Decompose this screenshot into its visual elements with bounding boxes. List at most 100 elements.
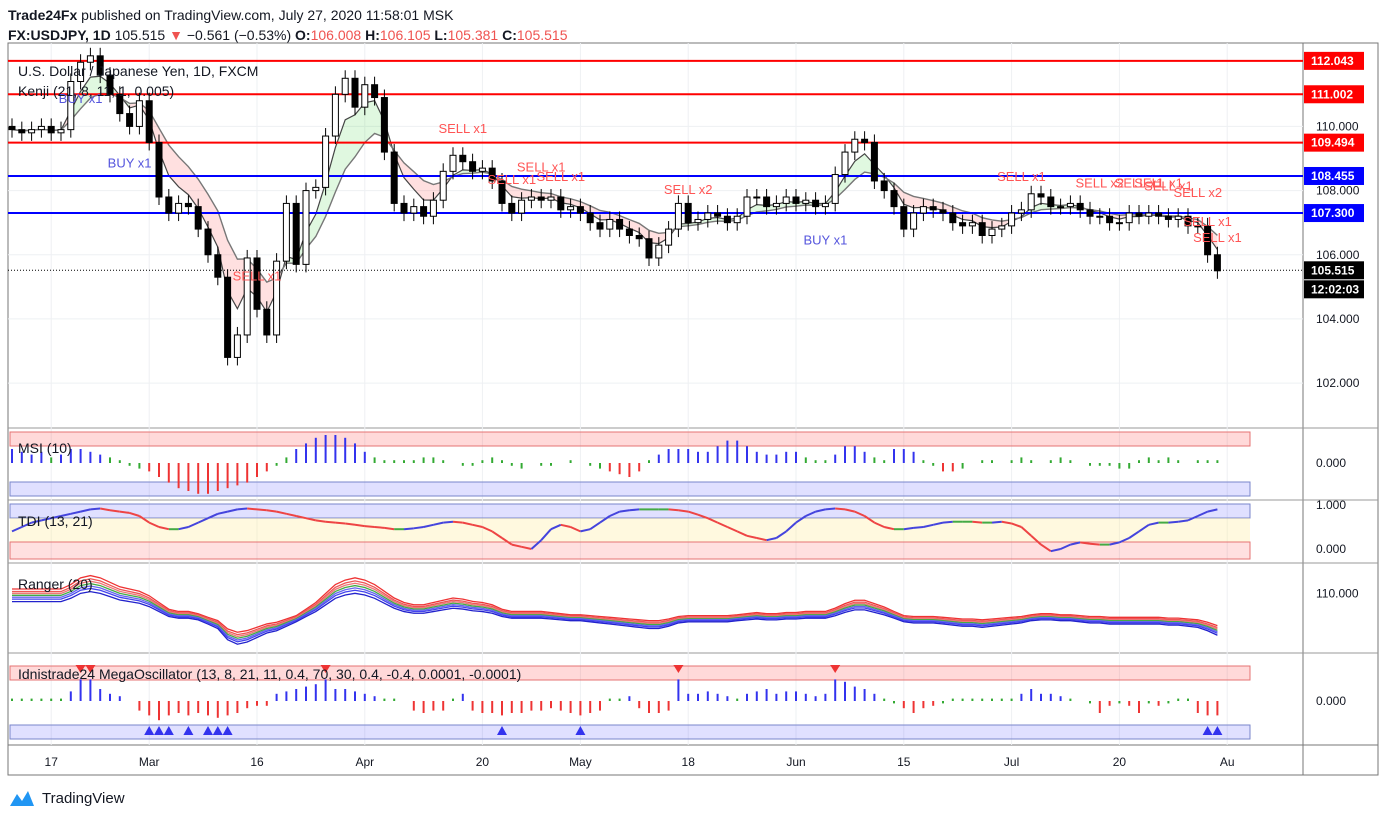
price-tick-label: 104.000: [1316, 312, 1360, 326]
tdi-line-segment: [1020, 526, 1032, 537]
level-price-tag: [1304, 204, 1364, 223]
msi-tick-label: 0.000: [1316, 456, 1346, 470]
publisher-name[interactable]: Trade24Fx: [8, 7, 78, 23]
footer-brand[interactable]: TradingView: [42, 789, 125, 807]
published-text: published on TradingView.com, July 27, 2…: [81, 7, 454, 23]
sell-signal-label: SELL x2: [1173, 185, 1222, 200]
candle-body: [459, 154, 467, 163]
candle-body: [910, 212, 918, 230]
ranger-band-line: [12, 585, 1218, 641]
candle-body: [655, 244, 663, 259]
tdi-line-segment: [736, 530, 748, 537]
footer: TradingView: [8, 786, 125, 810]
tdi-line-segment: [1118, 537, 1130, 544]
candle-body: [214, 254, 222, 278]
tdi-line-segment: [1089, 542, 1100, 546]
kenji-band-fill: [511, 186, 522, 199]
candle-body: [959, 222, 967, 227]
msi-upper-zone: [9, 431, 1251, 447]
tdi-line-segment: [158, 526, 170, 531]
tdi-line-segment: [1138, 523, 1150, 533]
tdi-line-segment: [462, 521, 473, 526]
tdi-line-segment: [11, 526, 23, 533]
candle-body: [67, 81, 75, 131]
sell-signal-label: SELL x1: [997, 169, 1046, 184]
tdi-line-segment: [1040, 543, 1052, 553]
candle-body: [939, 209, 947, 214]
mega-lower-zone: [9, 724, 1251, 740]
tdi-line-segment: [785, 521, 797, 533]
tradingview-logo-icon: [10, 791, 34, 806]
tdi-line-segment: [60, 512, 72, 517]
candle-body: [135, 100, 143, 127]
mega-buy-arrow: [183, 726, 194, 735]
last-price-label: 105.515: [1311, 263, 1355, 277]
candle-body: [772, 202, 780, 208]
candle-body: [1086, 209, 1094, 217]
tdi-line-segment: [678, 509, 689, 513]
candle-body: [802, 199, 810, 204]
buy-signal-label: BUY x1: [108, 155, 152, 170]
candle-body: [919, 206, 927, 214]
kenji-band-fill: [364, 100, 375, 143]
x-tick-label: 20: [1113, 755, 1127, 769]
candle-body: [792, 196, 800, 204]
tdi-line-segment: [374, 526, 385, 529]
candle-body: [478, 167, 486, 172]
level-price-tag: [1304, 51, 1364, 70]
sell-signal-label: SELL x1: [487, 172, 536, 187]
candle-body: [449, 154, 457, 172]
buy-signal-label: BUY x1: [59, 91, 103, 106]
tdi-line-segment: [550, 523, 562, 531]
x-tick-label: 17: [45, 755, 59, 769]
candle-body: [1066, 202, 1074, 208]
candle-body: [126, 113, 134, 127]
sell-signal-label: SELL x1: [1193, 230, 1242, 245]
tdi-line-segment: [41, 517, 52, 522]
candle-body: [606, 218, 614, 230]
tdi-line-segment: [1207, 508, 1218, 513]
tdi-line-segment: [1168, 520, 1179, 524]
tdi-line-segment: [923, 523, 934, 528]
ranger-band-line: [12, 578, 1218, 636]
candle-body: [812, 199, 820, 208]
candle-body: [96, 55, 104, 76]
candle-body: [106, 74, 114, 95]
tdi-line-segment: [726, 526, 738, 533]
tdi-line-segment: [521, 545, 532, 550]
candle-body: [968, 222, 976, 227]
candle-body: [645, 238, 653, 259]
candle-body: [302, 190, 310, 265]
tdi-line-segment: [100, 507, 111, 512]
candle-body: [86, 55, 94, 63]
mega-buy-arrow: [222, 726, 233, 735]
candle-body: [527, 196, 535, 201]
tdi-line-segment: [31, 519, 42, 524]
candle-body: [194, 206, 202, 230]
tdi-line-segment: [1197, 510, 1209, 517]
tdi-line-segment: [286, 512, 297, 517]
tdi-line-segment: [873, 521, 885, 528]
tdi-line-segment: [256, 508, 267, 512]
candle-body: [37, 125, 45, 131]
tdi-line-segment: [707, 517, 719, 524]
kenji-band-fill: [913, 196, 924, 208]
candle-body: [331, 93, 339, 137]
mega-upper-zone: [9, 665, 1251, 681]
candle-body: [665, 228, 673, 246]
tdi-line-segment: [580, 528, 591, 533]
candle-body: [547, 196, 555, 201]
tdi-line-segment: [854, 510, 866, 517]
tdi-line-segment: [775, 530, 787, 539]
tdi-line-segment: [364, 525, 375, 528]
candle-body: [184, 202, 192, 208]
sell-signal-label: SELL x1: [1144, 179, 1193, 194]
level-price-tag: [1304, 133, 1364, 152]
candle-body: [145, 100, 153, 143]
tdi-line-segment: [109, 509, 120, 513]
kenji-band-fill: [159, 128, 169, 176]
tdi-line-segment: [1070, 541, 1081, 546]
tdi-line-segment: [345, 522, 356, 526]
tdi-line-segment: [570, 526, 581, 533]
